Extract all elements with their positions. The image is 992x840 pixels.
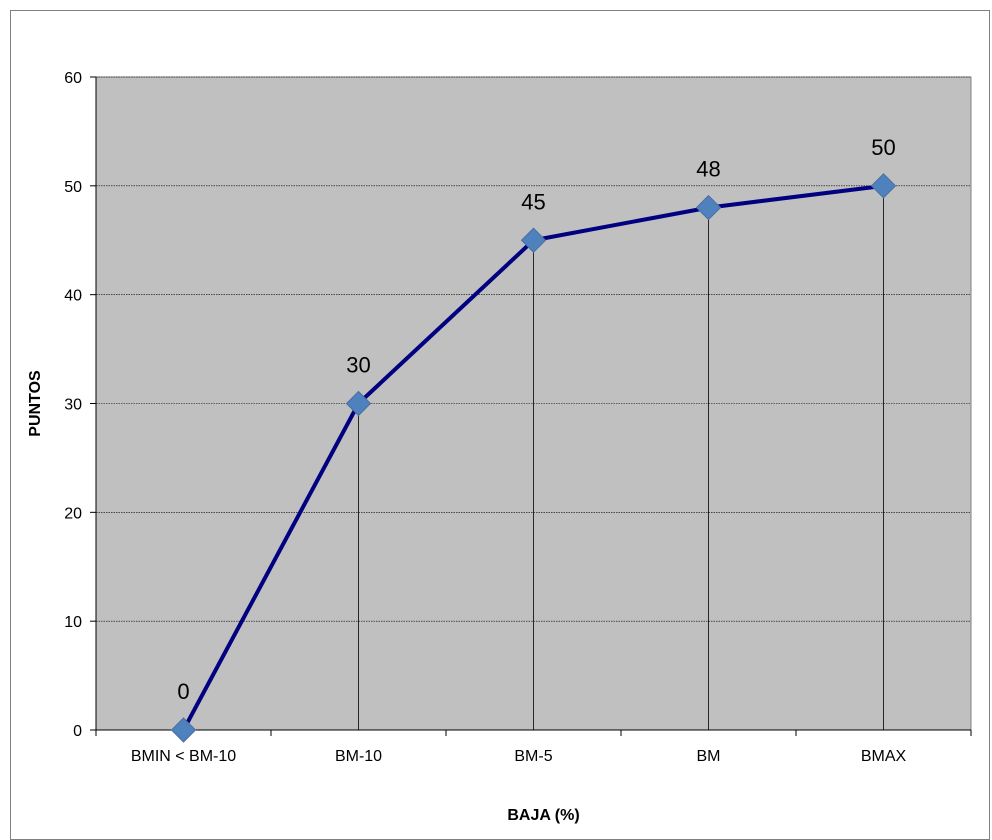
x-tick-label: BMAX	[861, 748, 907, 765]
data-label: 45	[521, 189, 545, 214]
y-tick-label: 40	[64, 288, 82, 305]
y-tick-label: 30	[64, 397, 82, 414]
data-point-marker	[520, 227, 547, 253]
y-tick-labels: 0 10 20 30 40 50 60	[64, 70, 82, 740]
data-label: 30	[346, 353, 370, 378]
data-point-marker	[345, 390, 372, 417]
data-label: 48	[696, 157, 720, 182]
data-labels: 0 30 45 48 50	[177, 135, 895, 704]
x-axis-title: BAJA (%)	[507, 807, 579, 824]
x-tick-label: BMIN < BM-10	[131, 748, 236, 765]
y-tick-label: 20	[64, 505, 82, 522]
data-label: 0	[177, 679, 189, 704]
y-tick-label: 50	[64, 179, 82, 196]
y-axis-title: PUNTOS	[27, 370, 44, 437]
drop-lines	[358, 185, 884, 730]
data-point-marker	[170, 717, 197, 743]
data-point-marker	[695, 194, 722, 221]
y-tick-label: 10	[64, 614, 82, 631]
y-tick-label: 60	[64, 70, 82, 87]
x-tick-label: BM	[697, 748, 721, 765]
series-group	[170, 173, 897, 743]
data-point-marker	[870, 173, 897, 199]
data-label: 50	[871, 135, 895, 160]
x-tick-labels: BMIN < BM-10 BM-10 BM-5 BM BMAX	[131, 748, 907, 765]
x-tick-label: BM-5	[514, 748, 552, 765]
x-tick-label: BM-10	[335, 748, 382, 765]
y-tick-label: 0	[73, 723, 82, 740]
axes	[90, 76, 972, 736]
